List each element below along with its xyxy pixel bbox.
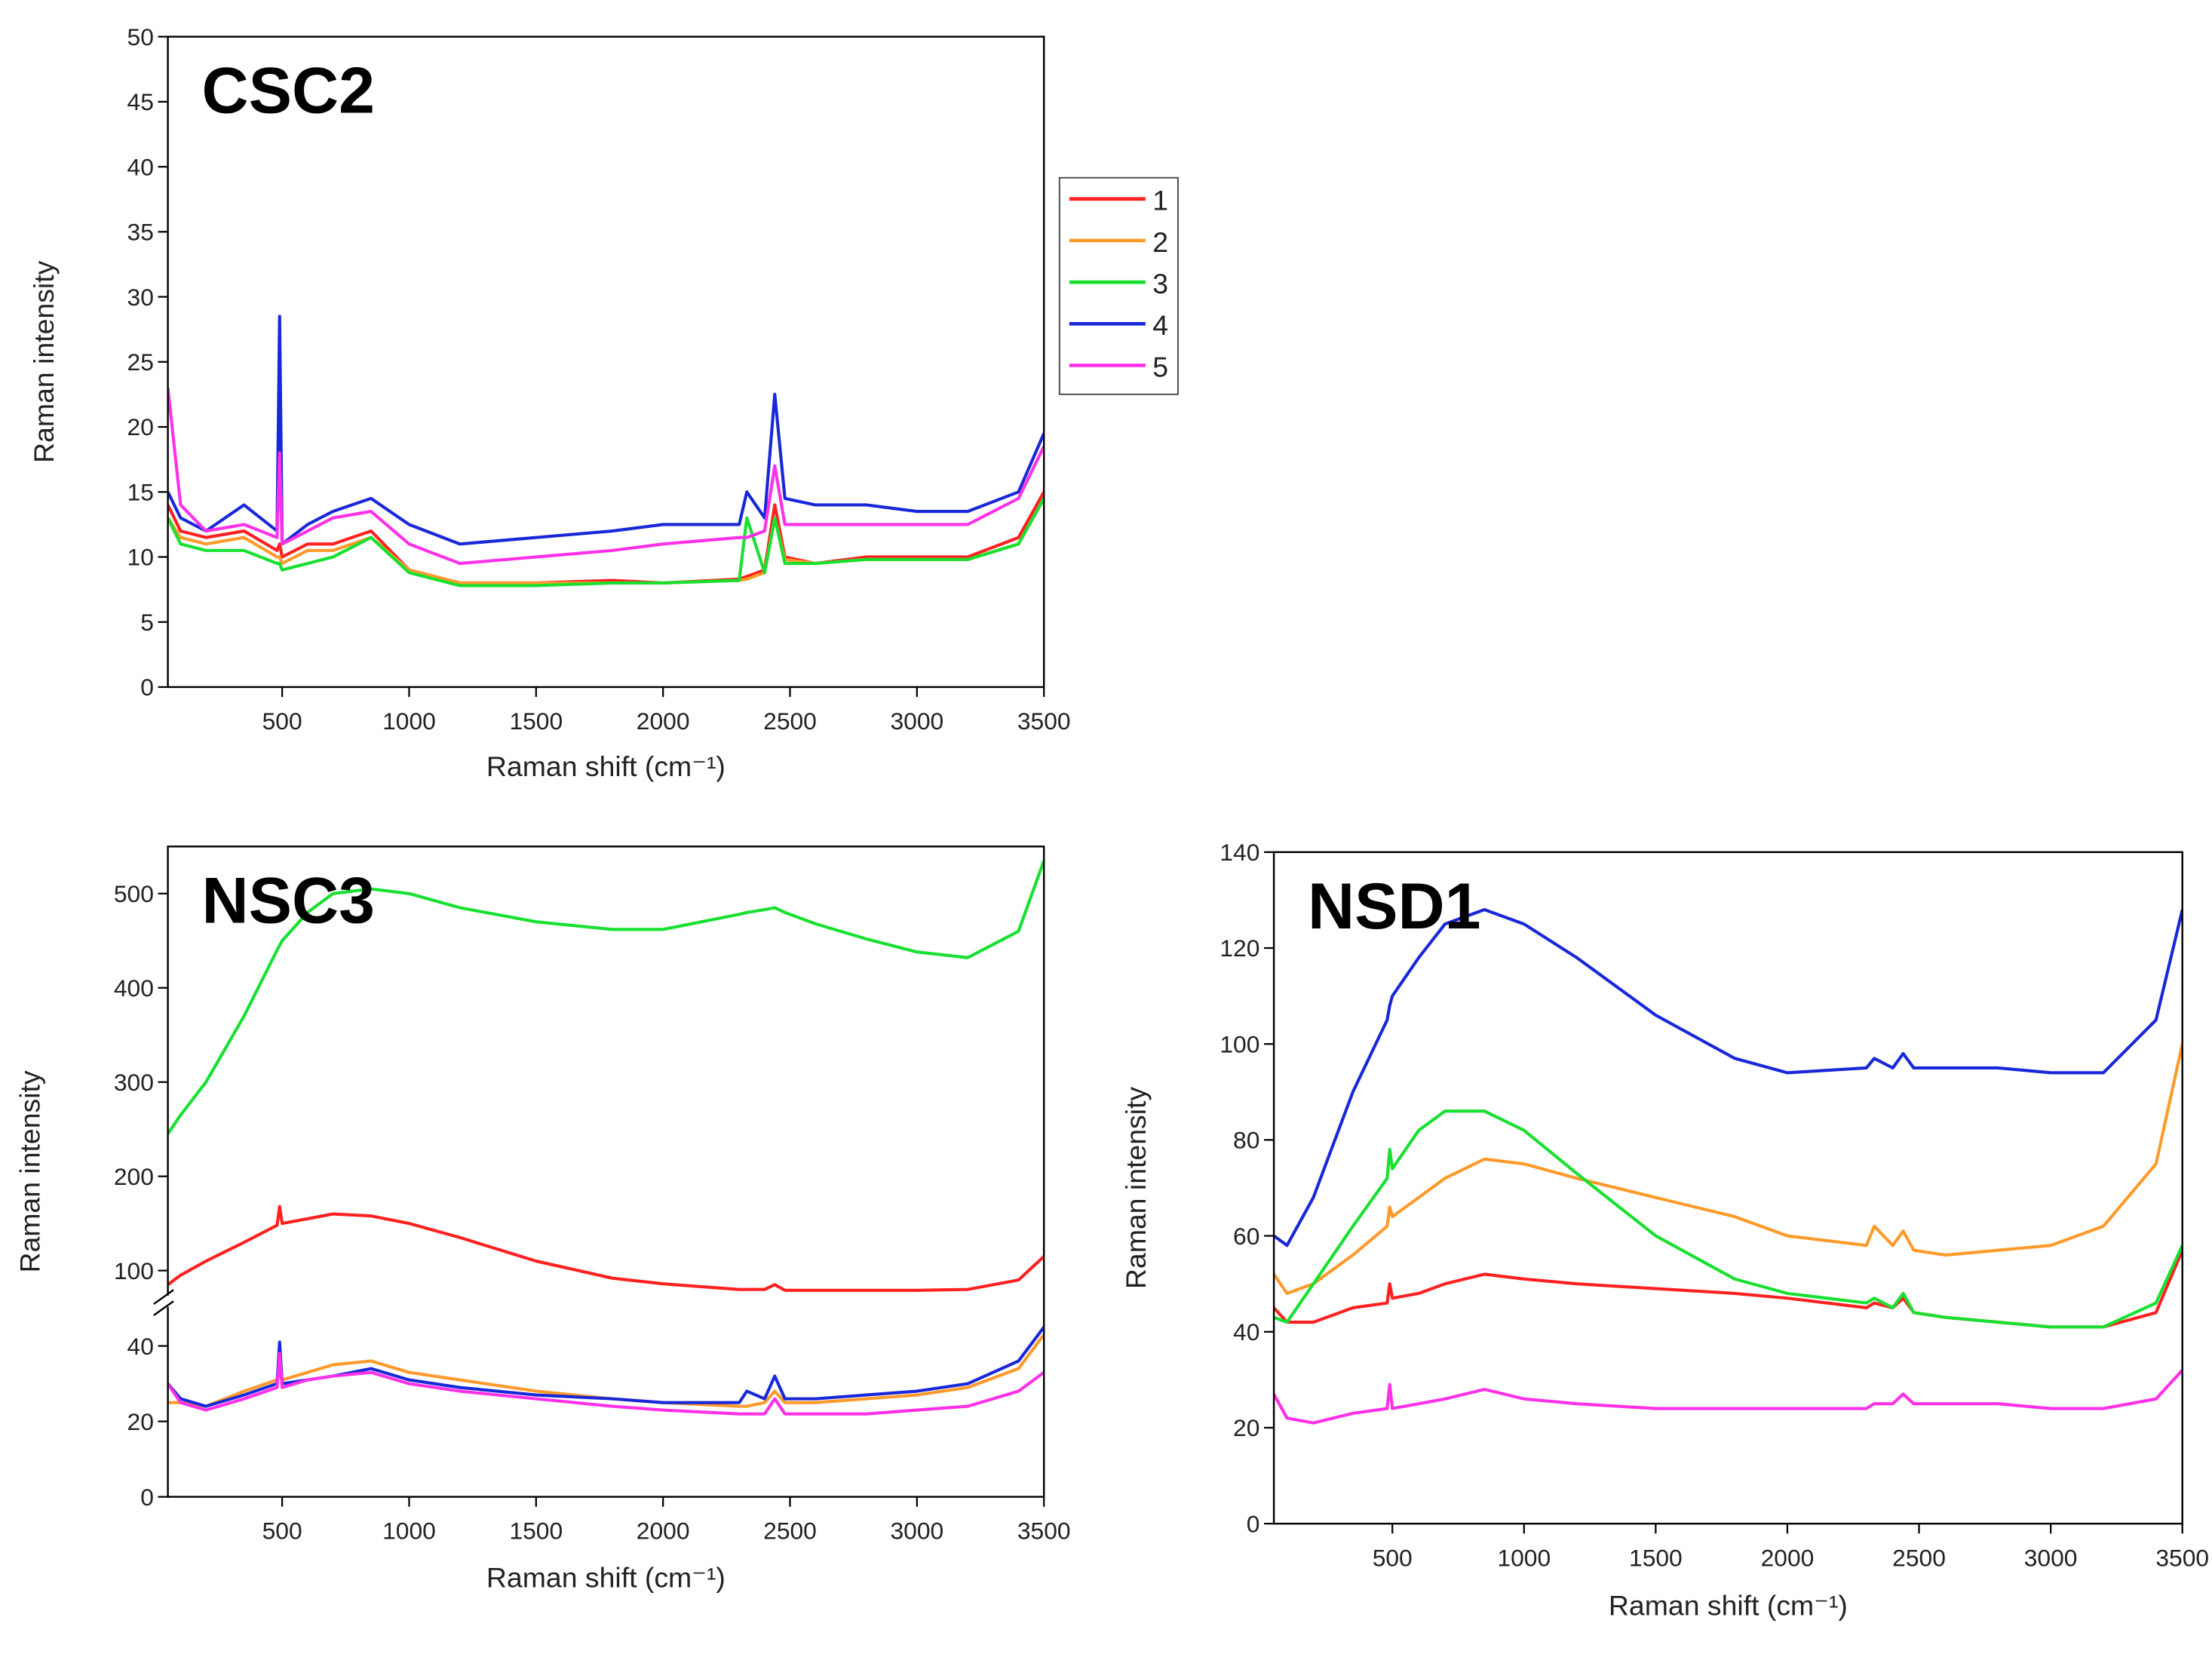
plot-frame [167, 845, 1045, 1498]
y-tick-label: 20 [127, 1408, 154, 1435]
y-tick-label: 25 [127, 348, 154, 376]
y-tick-label: 40 [127, 153, 154, 180]
x-tick-label: 2000 [1761, 1544, 1815, 1571]
y-tick-label: 45 [127, 88, 154, 115]
x-tick-label: 2000 [637, 707, 690, 735]
legend-label: 3 [1152, 268, 1168, 299]
x-tick-label: 500 [262, 1517, 302, 1545]
x-tick-label: 2500 [763, 1517, 817, 1545]
legend-label: 5 [1152, 351, 1168, 382]
x-tick-label: 2000 [637, 1517, 690, 1545]
series-line [1274, 908, 2183, 1247]
y-tick-label: 30 [127, 284, 154, 311]
x-tick-label: 3000 [890, 1517, 943, 1545]
x-axis-label: Raman shift (cm⁻¹) [486, 750, 726, 782]
y-tick-label: 35 [127, 219, 154, 246]
x-tick-label: 1500 [509, 1517, 563, 1545]
y-tick-label: 120 [1220, 934, 1259, 962]
x-tick-label: 3500 [1017, 1517, 1071, 1545]
y-tick-label: 0 [140, 674, 154, 701]
y-tick-label: 80 [1233, 1127, 1259, 1154]
series-line [167, 1333, 1045, 1408]
x-tick-label: 1000 [1497, 1544, 1551, 1571]
x-axis-label: Raman shift (cm⁻¹) [1609, 1590, 1848, 1622]
chart: 500 1000 1500 2000 2500 3000 35000510152025303… [28, 23, 1179, 782]
y-tick-label: 500 [114, 880, 154, 907]
x-tick-label: 1500 [1629, 1544, 1683, 1571]
chart: 500 1000 1500 2000 2500 3000 3500 0 20 40 60 80 100 1… [1120, 839, 2209, 1622]
series-line [167, 387, 1045, 566]
series-line [1274, 1043, 2183, 1295]
x-tick-label: 3500 [1017, 707, 1071, 735]
y-tick-label: 50 [127, 23, 154, 51]
x-axis-label: Raman shift (cm⁻¹) [486, 1561, 726, 1593]
y-tick-label: 400 [114, 974, 154, 1002]
legend-label: 4 [1152, 309, 1168, 341]
y-tick-label: 140 [1220, 839, 1259, 866]
chart: 500 1000 1500 2000 2500 3000 3500 0 20 40 100 200 30… [14, 845, 1071, 1593]
series-line [1274, 1109, 2183, 1329]
y-tick-label: 60 [1233, 1223, 1259, 1250]
legend-label: 2 [1152, 226, 1168, 258]
series-line [167, 1204, 1045, 1292]
y-tick-label: 20 [127, 413, 154, 440]
chart-title: CSC2 [201, 55, 375, 127]
legend-box [1058, 176, 1179, 395]
y-tick-label: 5 [140, 609, 154, 636]
y-axis-label: Raman intensity [28, 260, 60, 462]
y-axis-label: Raman intensity [14, 1070, 45, 1272]
x-tick-label: 1500 [509, 707, 563, 735]
x-tick-label: 500 [1373, 1544, 1413, 1571]
y-axis-label: Raman intensity [1120, 1087, 1152, 1289]
y-tick-label: 100 [1220, 1030, 1259, 1057]
y-tick-label: 40 [1233, 1318, 1259, 1346]
x-tick-label: 3000 [890, 707, 943, 735]
series-line [167, 491, 1045, 585]
series-line [167, 860, 1045, 1135]
y-tick-label: 0 [1247, 1510, 1260, 1537]
x-tick-label: 1000 [382, 707, 436, 735]
chart-title: NSD1 [1308, 870, 1481, 943]
series-line [1274, 1369, 2183, 1425]
x-tick-label: 1000 [382, 1517, 436, 1545]
x-tick-label: 2500 [1892, 1544, 1946, 1571]
x-tick-label: 500 [262, 707, 302, 735]
plot-frame [1272, 851, 2183, 1525]
series-line [167, 497, 1045, 588]
axis-break [153, 1300, 174, 1316]
chart-title: NSC3 [201, 864, 375, 937]
y-tick-label: 20 [1233, 1414, 1259, 1441]
y-tick-label: 10 [127, 544, 154, 571]
x-tick-label: 2500 [763, 707, 817, 735]
y-tick-label: 100 [114, 1257, 154, 1284]
y-tick-label: 300 [114, 1069, 154, 1096]
series-line [1274, 1249, 2183, 1329]
x-tick-label: 3500 [2155, 1544, 2209, 1571]
x-tick-label: 3000 [2024, 1544, 2078, 1571]
y-tick-label: 200 [114, 1163, 154, 1190]
series-line [167, 315, 1045, 546]
legend-label: 1 [1152, 185, 1168, 216]
y-tick-label: 15 [127, 478, 154, 505]
y-tick-label: 0 [140, 1484, 154, 1511]
series-line [167, 1352, 1045, 1416]
plot-frame [167, 35, 1045, 689]
axis-break [153, 1289, 174, 1305]
y-tick-label: 40 [127, 1333, 154, 1360]
